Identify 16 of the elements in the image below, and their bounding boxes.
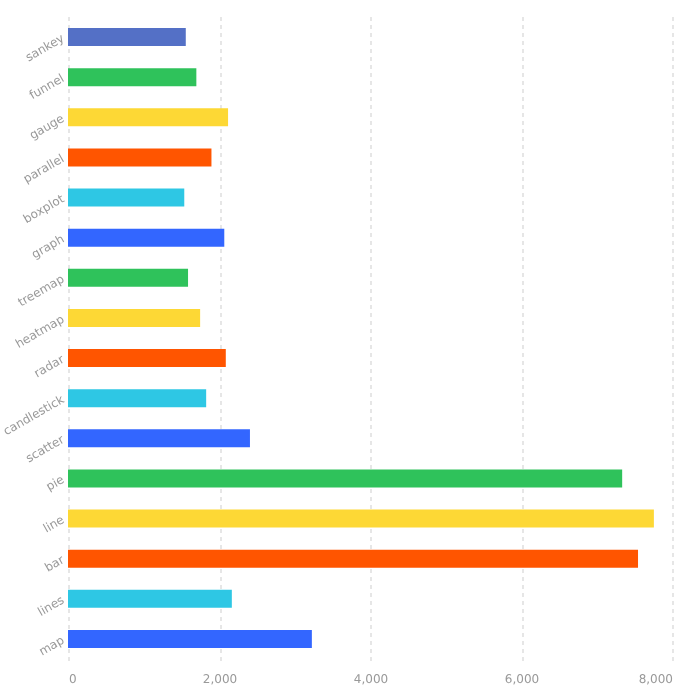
bar (68, 188, 185, 207)
bar (68, 28, 186, 47)
bar (68, 389, 207, 408)
bar (68, 589, 232, 608)
bar (68, 108, 229, 127)
bar (68, 228, 225, 247)
bar (68, 429, 250, 448)
bar (68, 308, 201, 327)
bar (68, 629, 312, 648)
bar (68, 268, 189, 287)
bar (68, 509, 654, 528)
bar (68, 549, 639, 568)
bar (68, 349, 226, 368)
bar (68, 148, 212, 167)
bar (68, 469, 623, 488)
bar (68, 68, 197, 87)
